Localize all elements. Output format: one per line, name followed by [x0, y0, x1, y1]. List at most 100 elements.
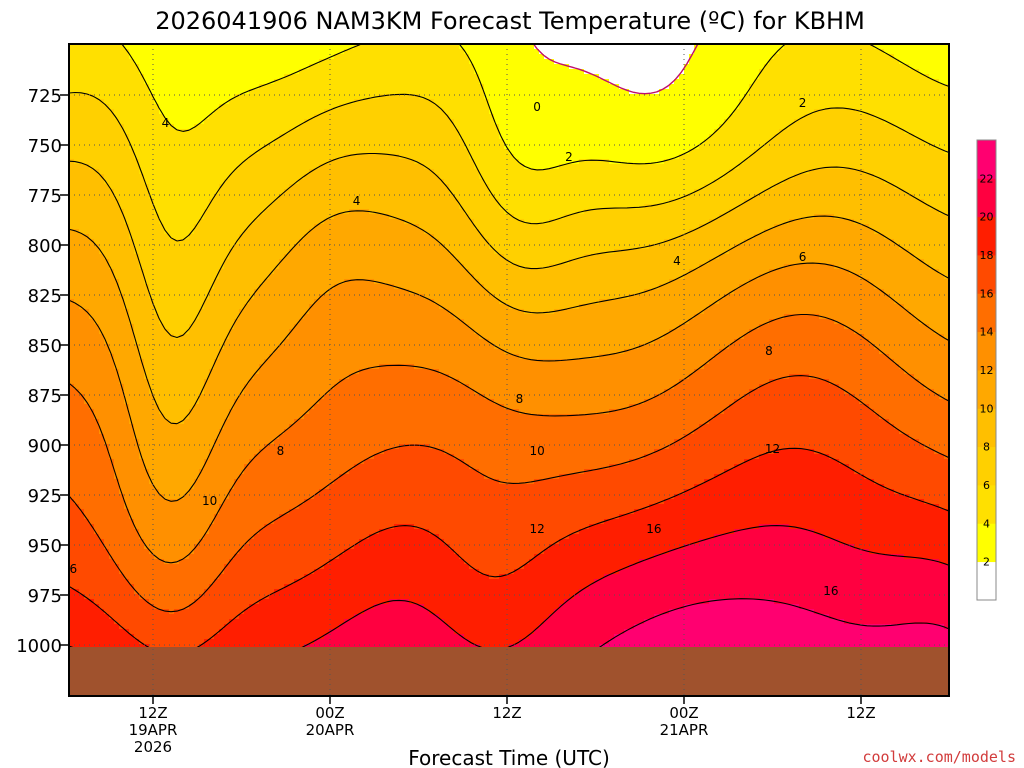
- temperature-cell: [154, 84, 160, 90]
- temperature-cell: [864, 79, 870, 85]
- temperature-cell: [894, 49, 900, 55]
- temperature-cell: [644, 49, 650, 55]
- temperature-cell: [709, 89, 715, 95]
- temperature-cell: [574, 84, 580, 90]
- temperature-cell: [844, 49, 850, 55]
- temperature-cell: [764, 84, 770, 90]
- temperature-cell: [169, 74, 175, 80]
- temperature-cell: [764, 54, 770, 60]
- temperature-cell: [704, 54, 710, 60]
- temperature-cell: [659, 49, 665, 55]
- temperature-cell: [709, 64, 715, 70]
- temperature-cell: [544, 49, 550, 55]
- temperature-cell: [619, 74, 625, 80]
- temperature-cell: [734, 64, 740, 70]
- temperature-cell: [664, 79, 670, 85]
- temperature-cell: [539, 74, 545, 80]
- temperature-cell: [439, 64, 445, 70]
- temperature-cell: [464, 59, 470, 65]
- temperature-cell: [864, 84, 870, 90]
- temperature-cell: [934, 54, 940, 60]
- temperature-cell: [874, 49, 880, 55]
- temperature-cell: [354, 74, 360, 80]
- temperature-cell: [489, 49, 495, 55]
- temperature-cell: [799, 64, 805, 70]
- temperature-cell: [389, 59, 395, 65]
- temperature-cell: [149, 99, 155, 105]
- temperature-cell: [779, 74, 785, 80]
- temperature-cell: [324, 69, 330, 75]
- temperature-cell: [879, 69, 885, 75]
- temperature-cell: [294, 74, 300, 80]
- temperature-cell: [869, 79, 875, 85]
- temperature-cell: [859, 74, 865, 80]
- temperature-cell: [279, 89, 285, 95]
- temperature-cell: [209, 64, 215, 70]
- temperature-cell: [419, 84, 425, 90]
- temperature-cell: [234, 64, 240, 70]
- temperature-cell: [569, 84, 575, 90]
- temperature-cell: [79, 79, 85, 85]
- temperature-cell: [534, 79, 540, 85]
- temperature-cell: [189, 79, 195, 85]
- temperature-cell: [94, 79, 100, 85]
- temperature-cell: [114, 74, 120, 80]
- temperature-cell: [899, 84, 905, 90]
- temperature-cell: [614, 59, 620, 65]
- temperature-cell: [914, 59, 920, 65]
- temperature-cell: [129, 49, 135, 55]
- temperature-cell: [774, 59, 780, 65]
- temperature-cell: [839, 59, 845, 65]
- temperature-cell: [424, 79, 430, 85]
- temperature-cell: [439, 84, 445, 90]
- temperature-cell: [359, 79, 365, 85]
- temperature-cell: [929, 49, 935, 55]
- temperature-cell: [824, 74, 830, 80]
- temperature-cell: [124, 79, 130, 85]
- temperature-cell: [854, 59, 860, 65]
- temperature-cell: [194, 59, 200, 65]
- temperature-cell: [444, 49, 450, 55]
- temperature-cell: [139, 64, 145, 70]
- temperature-cell: [314, 79, 320, 85]
- temperature-cell: [754, 69, 760, 75]
- temperature-cell: [359, 49, 365, 55]
- temperature-cell: [284, 84, 290, 90]
- temperature-cell: [154, 89, 160, 95]
- temperature-cell: [79, 99, 85, 105]
- temperature-cell: [294, 79, 300, 85]
- temperature-cell: [274, 54, 280, 60]
- temperature-cell: [214, 74, 220, 80]
- temperature-cell: [254, 89, 260, 95]
- temperature-cell: [744, 54, 750, 60]
- temperature-cell: [184, 89, 190, 95]
- temperature-cell: [324, 64, 330, 70]
- temperature-cell: [694, 69, 700, 75]
- temperature-cell: [859, 79, 865, 85]
- temperature-cell: [249, 59, 255, 65]
- temperature-cell: [324, 89, 330, 95]
- temperature-cell: [264, 99, 270, 105]
- temperature-cell: [359, 84, 365, 90]
- temperature-cell: [214, 89, 220, 95]
- temperature-cell: [724, 49, 730, 55]
- temperature-cell: [384, 69, 390, 75]
- temperature-cell: [869, 64, 875, 70]
- temperature-cell: [794, 69, 800, 75]
- temperature-cell: [519, 59, 525, 65]
- temperature-cell: [834, 54, 840, 60]
- temperature-cell: [429, 79, 435, 85]
- temperature-cell: [189, 64, 195, 70]
- temperature-cell: [734, 69, 740, 75]
- temperature-cell: [394, 89, 400, 95]
- temperature-cell: [784, 64, 790, 70]
- temperature-cell: [844, 79, 850, 85]
- temperature-cell: [534, 59, 540, 65]
- temperature-cell: [479, 59, 485, 65]
- temperature-cell: [864, 74, 870, 80]
- temperature-cell: [499, 54, 505, 60]
- temperature-cell: [334, 74, 340, 80]
- temperature-cell: [874, 54, 880, 60]
- temperature-cell: [689, 89, 695, 95]
- temperature-cell: [539, 64, 545, 70]
